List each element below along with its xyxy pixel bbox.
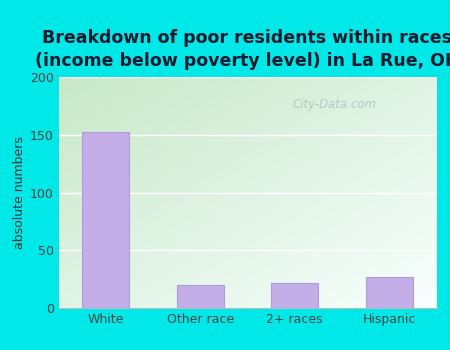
Text: City-Data.com: City-Data.com <box>292 98 377 111</box>
Bar <box>82 132 130 308</box>
Title: Breakdown of poor residents within races
(income below poverty level) in La Rue,: Breakdown of poor residents within races… <box>35 29 450 70</box>
Bar <box>271 282 319 308</box>
Bar <box>176 285 224 308</box>
Y-axis label: absolute numbers: absolute numbers <box>13 136 26 249</box>
Bar <box>365 277 413 308</box>
